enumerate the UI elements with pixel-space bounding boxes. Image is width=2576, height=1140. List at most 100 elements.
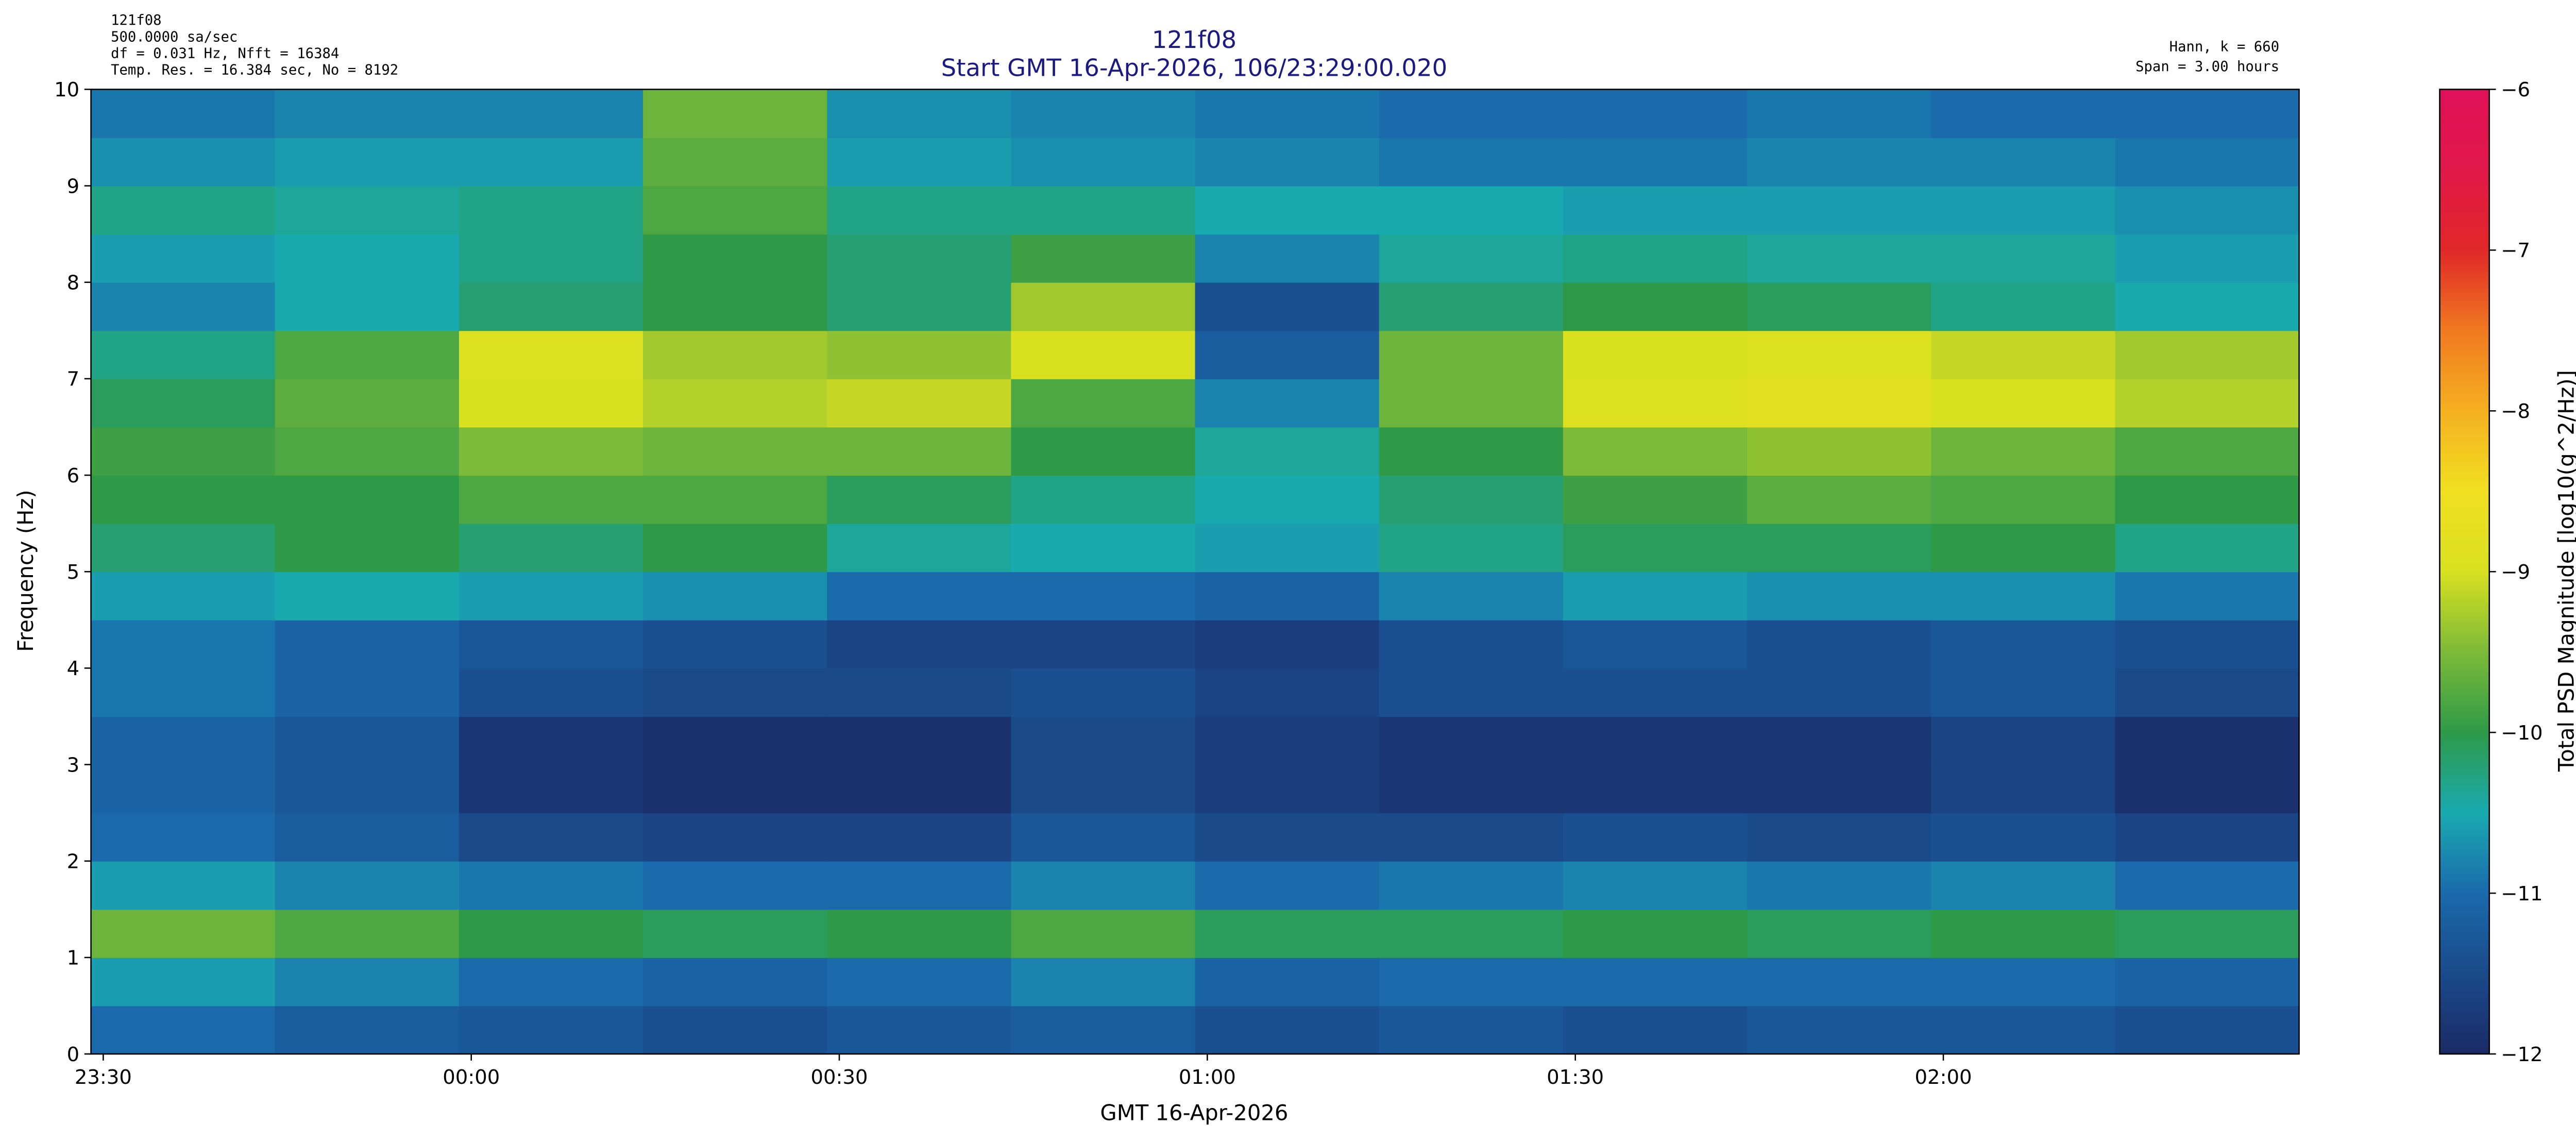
colorbar bbox=[2439, 89, 2490, 1055]
heatmap-cell bbox=[275, 1005, 460, 1055]
heatmap-cell bbox=[91, 282, 276, 331]
heatmap-cell bbox=[275, 523, 460, 573]
colorbar-tick-label: −8 bbox=[2501, 400, 2530, 423]
heatmap-cell bbox=[275, 330, 460, 379]
heatmap-cell bbox=[1195, 861, 1380, 910]
heatmap-cell bbox=[1931, 427, 2116, 476]
colorbar-tick-label: −9 bbox=[2501, 561, 2530, 584]
heatmap-cell bbox=[1011, 861, 1196, 910]
heatmap-cell bbox=[1747, 572, 1932, 621]
heatmap-cell bbox=[1379, 813, 1564, 862]
heatmap-cell bbox=[1011, 186, 1196, 235]
heatmap-cell bbox=[1379, 619, 1564, 669]
heatmap-cell bbox=[275, 427, 460, 476]
heatmap-cell bbox=[1931, 909, 2116, 958]
heatmap-cell bbox=[459, 89, 644, 138]
heatmap-cell bbox=[1747, 813, 1932, 862]
annotation: Hann, k = 660 bbox=[2170, 39, 2279, 55]
heatmap-cell bbox=[827, 186, 1012, 235]
heatmap-cell bbox=[91, 427, 276, 476]
heatmap-cell bbox=[459, 330, 644, 379]
heatmap-cell bbox=[1563, 137, 1748, 187]
heatmap-cell bbox=[459, 861, 644, 910]
heatmap-cell bbox=[1563, 378, 1748, 428]
heatmap-cell bbox=[643, 909, 828, 958]
heatmap-cell bbox=[275, 957, 460, 1007]
heatmap-cell bbox=[827, 523, 1012, 573]
annotation: df = 0.031 Hz, Nfft = 16384 bbox=[111, 45, 339, 61]
heatmap-cell bbox=[459, 1005, 644, 1055]
heatmap-cell bbox=[1931, 234, 2116, 283]
heatmap-cell bbox=[1931, 957, 2116, 1007]
heatmap-cell bbox=[1747, 909, 1932, 958]
heatmap-cell bbox=[1011, 1005, 1196, 1055]
heatmap-cell bbox=[1195, 89, 1380, 138]
heatmap-cell bbox=[1195, 619, 1380, 669]
heatmap-cell bbox=[643, 861, 828, 910]
heatmap-cell bbox=[827, 619, 1012, 669]
heatmap-cell bbox=[643, 282, 828, 331]
heatmap-cell bbox=[1563, 89, 1748, 138]
colorbar-tick-label: −7 bbox=[2501, 239, 2530, 262]
heatmap-cell bbox=[2115, 1005, 2300, 1055]
y-tick-label: 9 bbox=[67, 175, 80, 198]
heatmap-cell bbox=[91, 378, 276, 428]
heatmap-cell bbox=[1931, 186, 2116, 235]
y-tick-label: 8 bbox=[67, 272, 80, 295]
heatmap-cell bbox=[91, 813, 276, 862]
colorbar-label: Total PSD Magnitude [log10(g^2/Hz)] bbox=[2553, 370, 2576, 772]
heatmap-cell bbox=[1379, 282, 1564, 331]
heatmap-cell bbox=[1379, 137, 1564, 187]
heatmap-cell bbox=[643, 619, 828, 669]
heatmap-cell bbox=[1011, 234, 1196, 283]
heatmap-cell bbox=[2115, 523, 2300, 573]
heatmap-cell bbox=[275, 137, 460, 187]
heatmap-cell bbox=[643, 89, 828, 138]
heatmap-cell bbox=[1011, 619, 1196, 669]
heatmap-cell bbox=[1563, 909, 1748, 958]
heatmap-cell bbox=[459, 716, 644, 765]
heatmap-cell bbox=[1563, 619, 1748, 669]
heatmap-cell bbox=[1379, 957, 1564, 1007]
heatmap-cell bbox=[827, 909, 1012, 958]
heatmap-cell bbox=[91, 572, 276, 621]
heatmap-cell bbox=[2115, 572, 2300, 621]
heatmap-cell bbox=[459, 909, 644, 958]
heatmap-cell bbox=[1195, 282, 1380, 331]
heatmap-cell bbox=[1563, 475, 1748, 524]
heatmap-cell bbox=[1011, 909, 1196, 958]
heatmap-cell bbox=[643, 427, 828, 476]
heatmap-cell bbox=[1379, 234, 1564, 283]
heatmap-cell bbox=[1195, 716, 1380, 765]
heatmap-cell bbox=[459, 813, 644, 862]
x-tick-label: 00:00 bbox=[443, 1066, 500, 1089]
heatmap-cell bbox=[827, 427, 1012, 476]
heatmap-cell bbox=[1011, 330, 1196, 379]
heatmap-cell bbox=[1747, 764, 1932, 814]
heatmap-cell bbox=[1747, 282, 1932, 331]
heatmap-cell bbox=[1747, 234, 1932, 283]
heatmap-cell bbox=[1011, 668, 1196, 717]
heatmap-cell bbox=[1011, 137, 1196, 187]
x-tick-label: 23:30 bbox=[75, 1066, 132, 1089]
chart-title: 121f08 bbox=[1152, 26, 1236, 54]
heatmap-cell bbox=[2115, 764, 2300, 814]
heatmap-cell bbox=[643, 330, 828, 379]
heatmap-cell bbox=[91, 234, 276, 283]
heatmap-cell bbox=[1195, 427, 1380, 476]
heatmap-cell bbox=[2115, 619, 2300, 669]
heatmap-cell bbox=[1195, 475, 1380, 524]
heatmap-cell bbox=[275, 861, 460, 910]
heatmap-cell bbox=[1747, 137, 1932, 187]
heatmap-cell bbox=[643, 668, 828, 717]
heatmap-cell bbox=[1931, 668, 2116, 717]
heatmap-cell bbox=[1931, 137, 2116, 187]
heatmap-cell bbox=[827, 234, 1012, 283]
heatmap-cell bbox=[459, 378, 644, 428]
heatmap-cell bbox=[827, 716, 1012, 765]
heatmap-cell bbox=[1011, 427, 1196, 476]
heatmap-cell bbox=[643, 572, 828, 621]
heatmap-cell bbox=[1379, 572, 1564, 621]
heatmap-cell bbox=[2115, 668, 2300, 717]
heatmap-cell bbox=[1931, 330, 2116, 379]
